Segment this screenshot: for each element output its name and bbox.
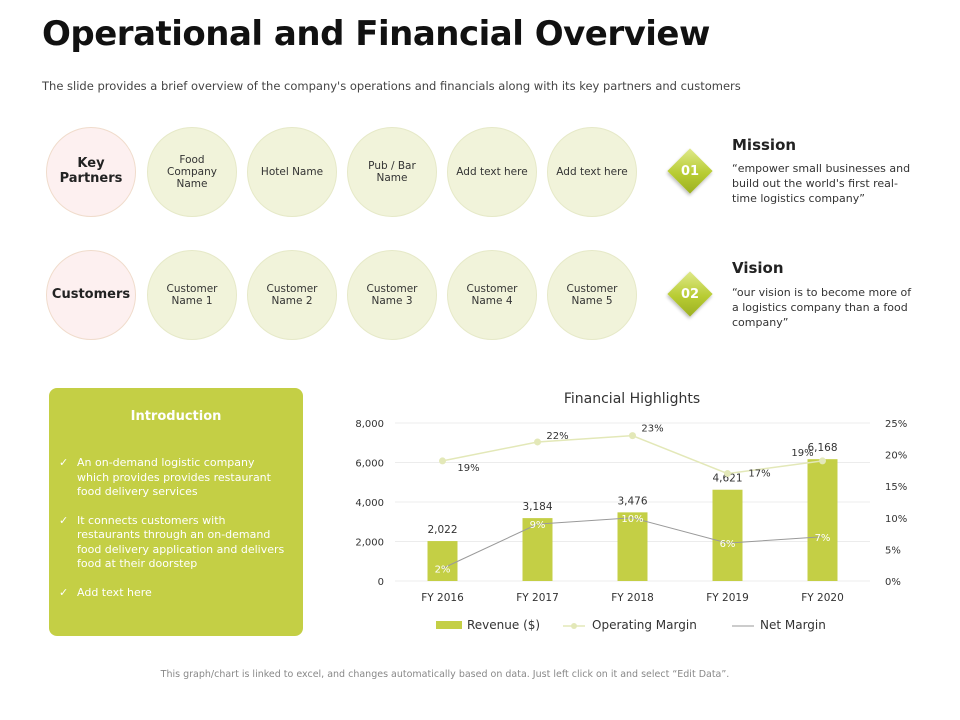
legend-operating-marker: [571, 623, 577, 629]
x-tick-label: FY 2019: [706, 592, 749, 604]
net-margin-data-label: 6%: [720, 539, 736, 550]
list-item: ✓ An on-demand logistic company which pro…: [59, 456, 289, 500]
y-right-tick-label: 10%: [885, 514, 907, 525]
y-right-tick-label: 15%: [885, 482, 907, 493]
list-item-text: Add text here: [77, 585, 152, 599]
customers-heading: Customers: [46, 250, 136, 340]
operating-margin-data-label: 22%: [546, 431, 568, 442]
operating-margin-data-label: 19%: [791, 448, 813, 459]
x-tick-label: FY 2018: [611, 592, 654, 604]
revenue-data-label: 3,476: [617, 495, 647, 507]
y-right-tick-label: 20%: [885, 451, 907, 462]
partner-item-label: Hotel Name: [260, 165, 324, 178]
list-item: ✓ Add text here: [59, 586, 289, 601]
customer-item-label: Customer Name 1: [166, 282, 218, 307]
revenue-bar: [807, 459, 838, 581]
partners-row: Key Partners Food Company Name Hotel Nam…: [46, 127, 646, 217]
operating-margin-point: [534, 438, 541, 446]
revenue-data-label: 4,621: [712, 473, 742, 485]
vision-number-badge: 02: [667, 271, 713, 317]
customers-heading-label: Customers: [51, 286, 131, 302]
vision-title: Vision: [732, 259, 784, 277]
customers-row: Customers Customer Name 1 Customer Name …: [46, 250, 646, 340]
operating-margin-data-label: 23%: [641, 424, 663, 435]
footer-note: This graph/chart is linked to excel, and…: [160, 669, 730, 680]
check-icon: ✓: [59, 456, 69, 469]
vision-text: “our vision is to become more of a logis…: [732, 286, 912, 329]
y-left-tick-label: 2,000: [355, 538, 384, 549]
operating-margin-point: [629, 432, 636, 440]
revenue-bar: [427, 541, 458, 581]
operating-margin-data-label: 19%: [457, 463, 479, 474]
customer-item-label: Customer Name 2: [266, 282, 318, 307]
net-margin-data-label: 9%: [530, 520, 546, 531]
list-item-text: It connects customers with restaurants t…: [77, 513, 285, 571]
y-left-tick-label: 6,000: [355, 459, 384, 470]
customer-item-label: Customer Name 3: [366, 282, 418, 307]
customer-item-label: Customer Name 5: [566, 282, 618, 307]
y-right-tick-label: 5%: [885, 545, 901, 556]
x-tick-label: FY 2017: [516, 592, 559, 604]
revenue-bar: [617, 512, 648, 581]
y-left-tick-label: 8,000: [355, 419, 384, 430]
operating-margin-point: [724, 470, 731, 478]
check-icon: ✓: [59, 585, 69, 599]
revenue-data-label: 6,168: [807, 442, 837, 454]
revenue-bar: [712, 489, 743, 581]
partner-item: Add text here: [547, 127, 637, 217]
legend-operating-label: Operating Margin: [592, 618, 697, 632]
revenue-data-label: 2,022: [427, 524, 457, 536]
net-margin-data-label: 7%: [815, 533, 831, 544]
revenue-data-label: 3,184: [522, 501, 552, 513]
list-item: ✓ It connects customers with restaurants …: [59, 514, 289, 572]
mission-number: 01: [680, 163, 700, 179]
net-margin-data-label: 2%: [435, 564, 451, 575]
page-title: Operational and Financial Overview: [42, 14, 710, 54]
customer-item: Customer Name 2: [247, 250, 337, 340]
partner-item: Pub / Bar Name: [347, 127, 437, 217]
operating-margin-point: [819, 457, 826, 465]
y-left-tick-label: 0: [378, 577, 384, 588]
financial-highlights-chart: Financial Highlights 0 2,000 4,000 6,000 8,00…: [355, 391, 907, 632]
partner-item: Hotel Name: [247, 127, 337, 217]
x-tick-label: FY 2020: [801, 592, 844, 604]
net-margin-data-label: 10%: [621, 514, 643, 525]
mission-title: Mission: [732, 136, 797, 154]
y-right-tick-label: 0%: [885, 577, 901, 588]
legend-revenue-swatch: [436, 621, 462, 629]
partner-item-label: Add text here: [456, 165, 528, 178]
partners-heading-label: Key Partners: [59, 156, 123, 186]
page-subtitle: The slide provides a brief overview of t…: [42, 79, 741, 93]
y-left-tick-label: 4,000: [355, 498, 384, 509]
net-margin-line: [442, 517, 823, 569]
partner-item-label: Food Company Name: [167, 153, 217, 191]
x-tick-label: FY 2016: [421, 592, 464, 604]
customer-item: Customer Name 5: [547, 250, 637, 340]
partners-heading: Key Partners: [46, 127, 136, 217]
legend-net-label: Net Margin: [760, 618, 826, 632]
introduction-title: Introduction: [130, 409, 222, 424]
legend-revenue-label: Revenue ($): [467, 618, 540, 632]
partner-item-label: Pub / Bar Name: [368, 159, 416, 184]
introduction-panel: Introduction ✓ An on-demand logistic comp…: [49, 388, 303, 636]
operating-margin-point: [439, 457, 446, 465]
vision-number: 02: [680, 286, 700, 302]
partner-item: Add text here: [447, 127, 537, 217]
check-icon: ✓: [59, 513, 69, 527]
partner-item: Food Company Name: [147, 127, 237, 217]
operating-margin-data-label: 17%: [748, 469, 770, 480]
list-item-text: An on-demand logistic company which prov…: [77, 456, 271, 499]
customer-item-label: Customer Name 4: [466, 282, 518, 307]
customer-item: Customer Name 3: [347, 250, 437, 340]
customer-item: Customer Name 4: [447, 250, 537, 340]
customer-item: Customer Name 1: [147, 250, 237, 340]
y-right-tick-label: 25%: [885, 419, 907, 430]
mission-number-badge: 01: [667, 148, 713, 194]
mission-text: “empower small businesses and build out …: [732, 162, 911, 205]
partner-item-label: Add text here: [556, 165, 628, 178]
introduction-list: ✓ An on-demand logistic company which pro…: [59, 456, 289, 614]
chart-title: Financial Highlights: [564, 391, 700, 407]
